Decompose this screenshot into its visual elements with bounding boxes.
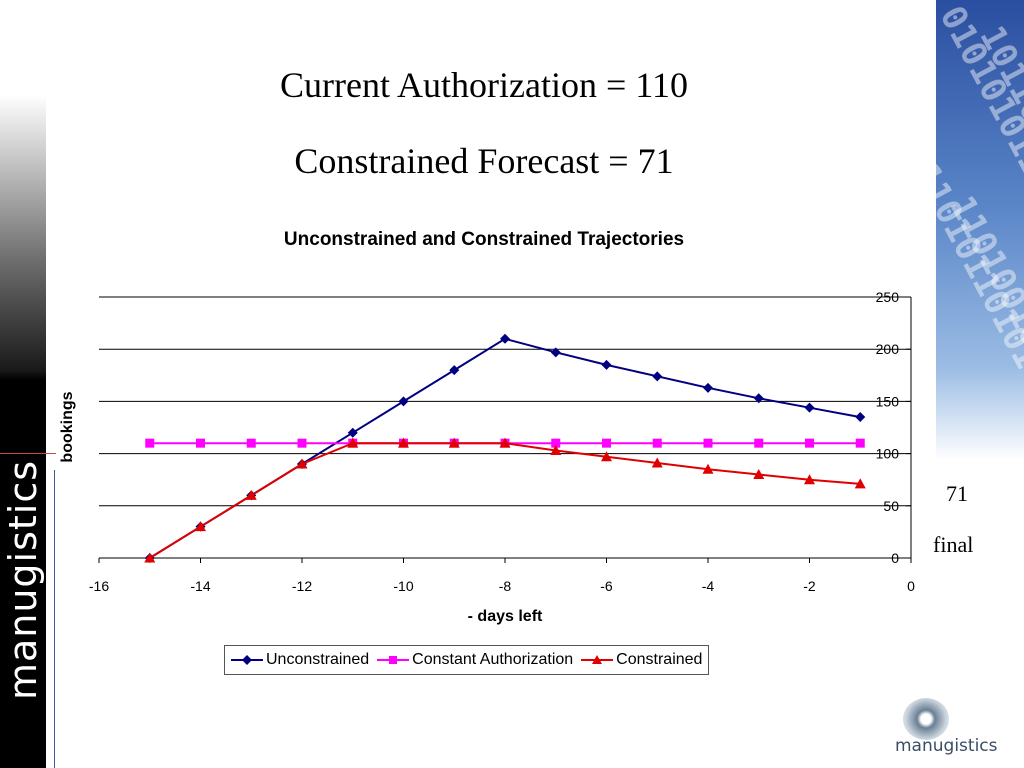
y-tick-label-200: 200: [876, 341, 900, 357]
final-forecast-label: final: [933, 532, 974, 557]
point-constant-authorization-1: [196, 438, 205, 448]
point-unconstrained-9: [601, 359, 612, 370]
x-tick-label--10: -10: [393, 578, 413, 594]
point-constrained-4: [347, 437, 359, 448]
point-constrained-8: [550, 444, 562, 455]
series-line-constrained: [149, 442, 861, 559]
legend-label-constrained: Constrained: [616, 651, 703, 668]
y-axis-label: bookings: [59, 391, 76, 462]
x-tick-label--12: -12: [292, 578, 312, 594]
point-constrained-11: [702, 463, 714, 474]
point-constant-authorization-0: [145, 438, 155, 448]
point-unconstrained-12: [753, 393, 764, 404]
point-constrained-12: [753, 468, 765, 479]
point-unconstrained-5: [398, 396, 409, 407]
x-tick-label--14: -14: [190, 578, 210, 594]
y-tick-label-150: 150: [876, 393, 900, 409]
point-constant-authorization-10: [652, 438, 662, 448]
point-constrained-10: [651, 457, 663, 468]
point-constant-authorization-3: [297, 438, 307, 448]
point-constrained-9: [601, 451, 612, 462]
point-constrained-1: [195, 521, 206, 532]
point-constant-authorization-9: [602, 438, 611, 448]
chart-legend: Unconstrained Constant Authorization Con…: [224, 645, 710, 675]
left-brand-strip: [0, 0, 46, 768]
series-line-unconstrained: [149, 337, 861, 559]
x-tick-label-0: 0: [907, 578, 915, 594]
company-logo: manugistics: [893, 696, 1008, 764]
axes: [98, 296, 912, 563]
point-constrained-0: [144, 552, 156, 563]
point-unconstrained-4: [347, 427, 358, 438]
point-constrained-13: [804, 474, 815, 485]
y-tick-label-50: 50: [883, 498, 899, 514]
x-tick-label--4: -4: [702, 578, 715, 594]
point-constant-authorization-14: [855, 438, 865, 448]
slide-title-forecast: Constrained Forecast = 71: [294, 141, 674, 181]
point-unconstrained-7: [500, 333, 510, 344]
point-constant-authorization-12: [754, 438, 764, 448]
legend-entry-unconstrained: Unconstrained: [231, 651, 369, 669]
point-constrained-7: [499, 437, 511, 448]
point-unconstrained-14: [855, 412, 866, 423]
x-tick-label--16: -16: [89, 578, 109, 594]
point-constrained-6: [448, 437, 460, 448]
point-constant-authorization-13: [805, 438, 814, 448]
point-constrained-3: [296, 458, 308, 469]
left-divider-line: [54, 470, 55, 768]
y-tick-label-250: 250: [876, 289, 900, 305]
point-unconstrained-10: [652, 371, 663, 382]
point-constrained-5: [398, 437, 409, 448]
slide-title-authorization: Current Authorization = 110: [280, 65, 688, 105]
legend-label-constant-authorization: Constant Authorization: [412, 651, 574, 668]
y-tick-label-100: 100: [876, 446, 900, 462]
x-tick-label--2: -2: [803, 578, 816, 594]
x-tick-label--6: -6: [600, 578, 613, 594]
y-tick-label-0: 0: [891, 550, 899, 566]
gridlines: [99, 296, 911, 507]
legend-swatch-constrained: [581, 655, 614, 664]
point-unconstrained-13: [804, 402, 815, 413]
legend-swatch-unconstrained: [231, 655, 263, 665]
point-unconstrained-8: [550, 347, 561, 358]
chart-title: Unconstrained and Constrained Trajectori…: [283, 229, 685, 250]
legend-label-unconstrained: Unconstrained: [266, 651, 370, 668]
left-accent-line: [0, 453, 56, 454]
logo-text: manugistics: [895, 736, 998, 756]
point-unconstrained-6: [449, 365, 460, 376]
point-constant-authorization-2: [246, 438, 256, 448]
binary-decoration: 010101011010 101101001011 011010110101 1…: [936, 0, 1024, 460]
point-constant-authorization-11: [703, 438, 713, 448]
x-axis-label: - days left: [468, 608, 543, 625]
legend-entry-constant-authorization: Constant Authorization: [377, 651, 573, 669]
point-constant-authorization-8: [551, 438, 561, 448]
point-constrained-2: [245, 489, 257, 500]
logo-swirl-icon: [903, 698, 949, 740]
point-constrained-14: [854, 478, 866, 489]
tick-labels: 0 50 100 150 200 250 -16 -14 -12 -10 -8 -6 -4 -2 0: [89, 289, 915, 594]
series-lines: [144, 333, 866, 563]
point-unconstrained-11: [703, 382, 713, 393]
final-forecast-value: 71: [946, 481, 968, 506]
x-tick-label--8: -8: [499, 578, 512, 594]
legend-entry-constrained: Constrained: [581, 651, 702, 669]
legend-swatch-constant-authorization: [377, 656, 410, 664]
